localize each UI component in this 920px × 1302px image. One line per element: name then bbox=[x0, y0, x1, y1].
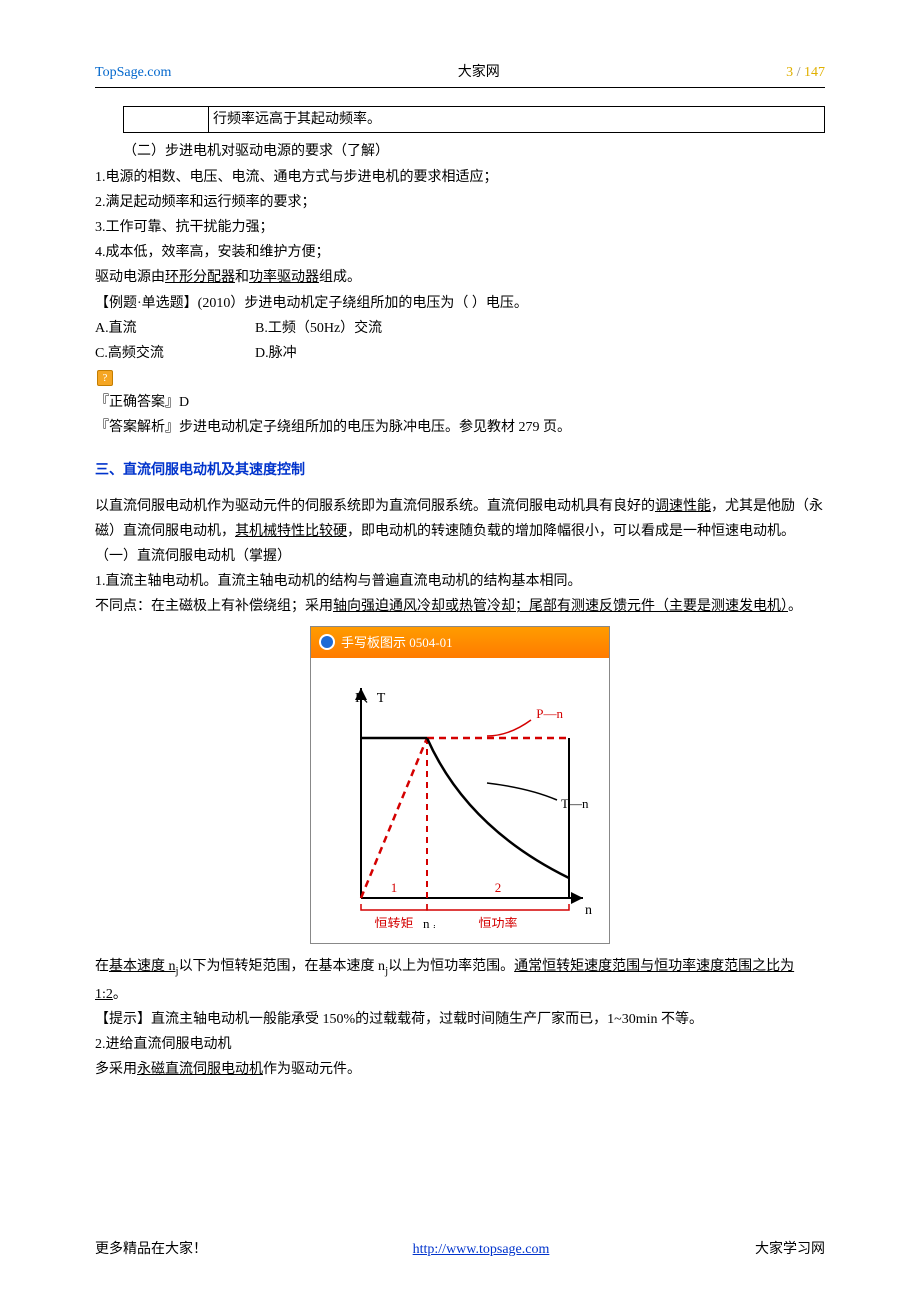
svg-text:T—n: T—n bbox=[561, 796, 589, 811]
svg-text:j: j bbox=[432, 924, 436, 928]
figure: 手写板图示 0504-01 P、TnP—nT—n12nj恒转矩恒功率 bbox=[310, 626, 610, 945]
header-title: 大家网 bbox=[458, 60, 500, 85]
body-line: 在基本速度 nj以下为恒转矩范围，在基本速度 nj以上为恒功率范围。通常恒转矩速… bbox=[95, 954, 825, 1007]
footer-right: 大家学习网 bbox=[755, 1237, 825, 1262]
option-d: D.脉冲 bbox=[255, 346, 297, 361]
figure-body: P、TnP—nT—n12nj恒转矩恒功率 bbox=[311, 658, 609, 943]
body-line: 3.工作可靠、抗干扰能力强； bbox=[95, 215, 825, 240]
svg-text:P—n: P—n bbox=[536, 706, 563, 721]
body-line: 2.进给直流伺服电动机 bbox=[95, 1032, 825, 1057]
subsection-1-heading: （一）直流伺服电动机（掌握） bbox=[95, 544, 825, 569]
text-run: 。 bbox=[113, 987, 127, 1002]
figure-header: 手写板图示 0504-01 bbox=[311, 627, 609, 658]
text-run: ，即电动机的转速随负载的增加降幅很小，可以看成是一种恒速电动机。 bbox=[347, 524, 795, 539]
correct-answer: 『正确答案』D bbox=[95, 390, 825, 415]
option-row: A.直流B.工频（50Hz）交流 bbox=[95, 316, 825, 341]
body-line: 不同点：在主磁极上有补偿绕组；采用轴向强迫通风冷却或热管冷却；尾部有测速反馈元件… bbox=[95, 594, 825, 619]
globe-icon bbox=[319, 634, 335, 650]
page-header: TopSage.com 大家网 3 / 147 bbox=[95, 60, 825, 88]
example-question: 【例题·单选题】(2010）步进电动机定子绕组所加的电压为（ ）电压。 bbox=[95, 291, 825, 316]
text-run: 以直流伺服电动机作为驱动元件的伺服系统即为直流伺服系统。直流伺服电动机具有良好的 bbox=[95, 499, 655, 514]
svg-text:n: n bbox=[585, 903, 592, 918]
text-run: 和 bbox=[235, 270, 249, 285]
svg-text:P、T: P、T bbox=[355, 691, 386, 706]
option-row: C.高频交流D.脉冲 bbox=[95, 341, 825, 366]
footer-left: 更多精品在大家！ bbox=[95, 1237, 207, 1262]
underline-run: 调速性能 bbox=[655, 499, 711, 514]
figure-container: 手写板图示 0504-01 P、TnP—nT—n12nj恒转矩恒功率 bbox=[95, 626, 825, 945]
header-pagenum: 3 / 147 bbox=[786, 60, 825, 85]
underline-run: 永磁直流伺服电动机 bbox=[137, 1062, 263, 1077]
svg-text:恒转矩: 恒转矩 bbox=[374, 916, 413, 928]
option-b: B.工频（50Hz）交流 bbox=[255, 321, 382, 336]
page-total: 147 bbox=[804, 65, 825, 80]
page-footer: 更多精品在大家！ http://www.topsage.com 大家学习网 bbox=[95, 1237, 825, 1262]
body-line: 1.直流主轴电动机。直流主轴电动机的结构与普遍直流电动机的结构基本相同。 bbox=[95, 569, 825, 594]
text-run: 不同点：在主磁极上有补偿绕组；采用 bbox=[95, 599, 333, 614]
subsection-2-heading: （二）步进电机对驱动电源的要求（了解） bbox=[95, 139, 825, 164]
underline-run: 其机械特性比较硬 bbox=[235, 524, 347, 539]
underline-run: 环形分配器 bbox=[165, 270, 235, 285]
option-c: C.高频交流 bbox=[95, 341, 255, 366]
body-line: 多采用永磁直流伺服电动机作为驱动元件。 bbox=[95, 1057, 825, 1082]
text-run: 基本速度 n bbox=[109, 959, 176, 974]
answer-explanation: 『答案解析』步进电动机定子绕组所加的电压为脉冲电压。参见教材 279 页。 bbox=[95, 415, 825, 440]
text-run: 。 bbox=[788, 599, 802, 614]
text-run: 多采用 bbox=[95, 1062, 137, 1077]
svg-text:n: n bbox=[423, 916, 430, 928]
table-cell-text: 行频率远高于其起动频率。 bbox=[209, 107, 824, 132]
continuation-table: 行频率远高于其起动频率。 bbox=[123, 106, 825, 133]
underline-run: 基本速度 nj bbox=[109, 959, 179, 974]
body-paragraph: 以直流伺服电动机作为驱动元件的伺服系统即为直流伺服系统。直流伺服电动机具有良好的… bbox=[95, 494, 825, 544]
text-run: 以上为恒功率范围。 bbox=[388, 959, 514, 974]
text-run: 作为驱动元件。 bbox=[263, 1062, 361, 1077]
header-site: TopSage.com bbox=[95, 60, 171, 85]
body-line: 4.成本低，效率高，安装和维护方便； bbox=[95, 240, 825, 265]
body-line: 1.电源的相数、电压、电流、通电方式与步进电机的要求相适应； bbox=[95, 165, 825, 190]
figure-header-text: 手写板图示 0504-01 bbox=[341, 631, 453, 654]
svg-text:1: 1 bbox=[391, 880, 398, 895]
table-cell-empty bbox=[124, 107, 209, 132]
tip-line: 【提示】直流主轴电动机一般能承受 150%的过载载荷，过载时间随生产厂家而已，1… bbox=[95, 1007, 825, 1032]
underline-run: 功率驱动器 bbox=[249, 270, 319, 285]
body-line: 2.满足起动频率和运行频率的要求； bbox=[95, 190, 825, 215]
text-run: 组成。 bbox=[319, 270, 361, 285]
question-mark-icon: ? bbox=[97, 370, 113, 386]
text-run: 驱动电源由 bbox=[95, 270, 165, 285]
option-a: A.直流 bbox=[95, 316, 255, 341]
text-run: 在 bbox=[95, 959, 109, 974]
underline-run: 轴向强迫通风冷却或热管冷却；尾部有测速反馈元件（主要是测速发电机） bbox=[333, 599, 788, 614]
pn-tn-chart: P、TnP—nT—n12nj恒转矩恒功率 bbox=[317, 668, 597, 928]
body-line: 驱动电源由环形分配器和功率驱动器组成。 bbox=[95, 265, 825, 290]
svg-text:恒功率: 恒功率 bbox=[478, 916, 517, 928]
svg-text:2: 2 bbox=[495, 880, 502, 895]
answer-icon-row: ? bbox=[95, 370, 825, 386]
section-3-title: 三、直流伺服电动机及其速度控制 bbox=[95, 458, 825, 483]
text-run: 以下为恒转矩范围，在基本速度 n bbox=[179, 959, 386, 974]
page-sep: / bbox=[793, 65, 804, 80]
footer-link[interactable]: http://www.topsage.com bbox=[413, 1237, 550, 1262]
